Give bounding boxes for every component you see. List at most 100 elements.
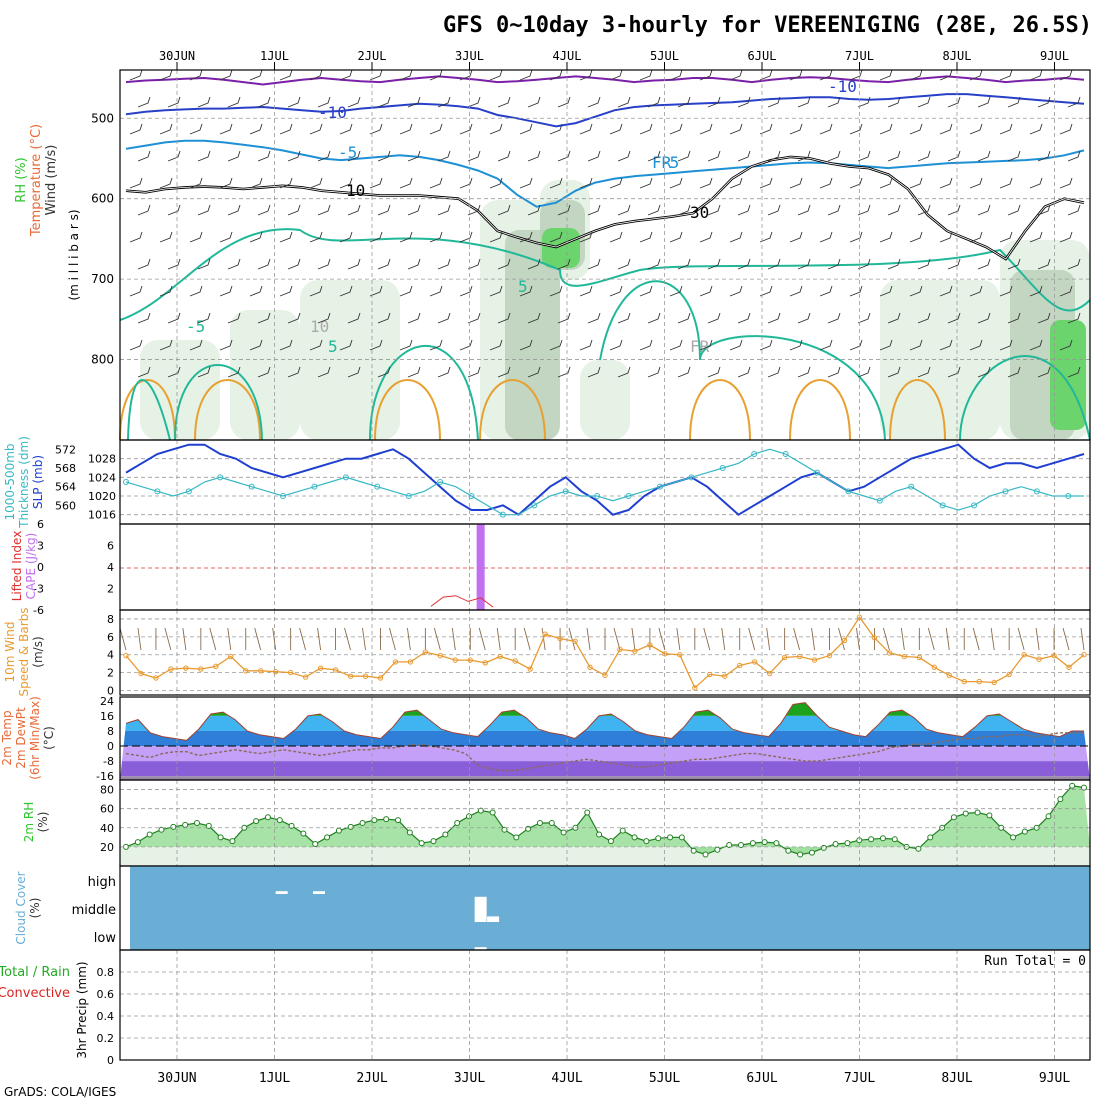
temperature-line bbox=[125, 702, 1084, 741]
wind-barb bbox=[1037, 150, 1051, 162]
rh-marker bbox=[347, 823, 354, 830]
wind-barb bbox=[459, 123, 473, 135]
series-marker bbox=[1065, 493, 1072, 499]
wind-barb bbox=[159, 231, 173, 243]
rh-marker bbox=[335, 827, 342, 834]
wind-barb bbox=[227, 366, 241, 378]
series-marker bbox=[499, 511, 506, 518]
wind-barb bbox=[767, 204, 781, 216]
wind-speed-marker bbox=[272, 669, 279, 675]
wind-barb bbox=[789, 339, 803, 351]
wind-barb bbox=[759, 177, 773, 189]
series-marker bbox=[154, 488, 161, 495]
wind-barb bbox=[819, 231, 833, 243]
wind-barb bbox=[1037, 312, 1051, 324]
isotherm-warm bbox=[479, 379, 546, 441]
wind-barb bbox=[219, 123, 233, 135]
y-tick-label: 24 bbox=[100, 695, 114, 708]
wind-barb bbox=[407, 312, 421, 324]
rh-marker bbox=[525, 825, 532, 832]
wind-barb bbox=[677, 96, 691, 108]
wind-barb bbox=[279, 285, 293, 297]
wind-speed-marker bbox=[138, 670, 144, 677]
wind-barb bbox=[999, 285, 1013, 297]
wind-barb bbox=[497, 204, 511, 216]
rh-marker bbox=[146, 831, 153, 838]
rh-marker bbox=[868, 836, 875, 843]
wind-barb bbox=[407, 366, 421, 378]
wind-barb bbox=[639, 339, 653, 351]
wind-barb bbox=[399, 123, 413, 135]
wind-barb bbox=[737, 258, 751, 270]
wind-speed-marker bbox=[512, 658, 518, 664]
wind-barb bbox=[669, 123, 683, 135]
wind-speed-marker bbox=[841, 637, 848, 644]
wind-barb bbox=[887, 96, 901, 108]
wind-barb bbox=[249, 123, 263, 135]
rh-marker bbox=[406, 829, 413, 836]
wind-speed-marker bbox=[722, 673, 728, 679]
rh-marker bbox=[359, 820, 366, 826]
wind-barb bbox=[1029, 69, 1043, 81]
x-tick-label-bottom: 4JUL bbox=[551, 1071, 582, 1086]
panel-ylabel: RH (%) bbox=[14, 157, 29, 202]
wind-barb bbox=[729, 339, 743, 351]
wind-barb bbox=[939, 177, 953, 189]
wind-barb bbox=[1059, 123, 1073, 135]
series-marker bbox=[971, 502, 978, 509]
wind-barb-10m bbox=[793, 627, 801, 651]
rh-marker bbox=[1010, 834, 1017, 841]
wind-speed-marker bbox=[1051, 652, 1057, 659]
wind-barb bbox=[467, 150, 481, 162]
wind-barb bbox=[339, 123, 353, 135]
wind-barb-10m bbox=[299, 627, 307, 651]
series-marker bbox=[1002, 488, 1009, 495]
series-marker bbox=[845, 488, 852, 495]
wind-speed-marker bbox=[168, 666, 174, 672]
wind-barb bbox=[1037, 96, 1051, 108]
wind-barb bbox=[519, 285, 533, 297]
wind-barb bbox=[129, 123, 143, 135]
y-tick-label: middle bbox=[72, 903, 116, 918]
wind-barb bbox=[369, 177, 383, 189]
wind-barb bbox=[467, 258, 481, 270]
wind-barb bbox=[317, 150, 331, 162]
wind-barb bbox=[309, 123, 323, 135]
wind-barb bbox=[227, 96, 241, 108]
wind-barb bbox=[677, 150, 691, 162]
wind-barb bbox=[827, 366, 841, 378]
rh-shading-dark bbox=[505, 230, 560, 440]
wind-barb-10m bbox=[658, 627, 666, 651]
wind-barb bbox=[767, 312, 781, 324]
wind-barb bbox=[527, 96, 541, 108]
y-tick-label: 0.8 bbox=[97, 966, 115, 979]
wind-speed-marker bbox=[781, 654, 788, 661]
wind-barb bbox=[317, 366, 331, 378]
wind-speed-marker bbox=[587, 664, 593, 670]
contour-label: FR bbox=[690, 337, 710, 356]
rh-shading bbox=[230, 310, 300, 440]
wind-barb bbox=[849, 69, 863, 81]
wind-barb bbox=[647, 150, 661, 162]
series-marker bbox=[342, 474, 349, 481]
wind-speed-marker bbox=[317, 665, 324, 671]
wind-barb bbox=[977, 204, 991, 216]
wind-barb bbox=[167, 366, 181, 378]
rh-marker bbox=[312, 841, 319, 848]
wind-speed-marker bbox=[946, 672, 952, 679]
rh-marker bbox=[844, 840, 851, 847]
y-tick-label: 800 bbox=[91, 353, 114, 367]
chart-title: GFS 0~10day 3-hourly for VEREENIGING (28… bbox=[443, 13, 1092, 38]
isotherm-warm bbox=[374, 379, 441, 441]
series-marker bbox=[594, 493, 601, 499]
wind-barb-10m bbox=[317, 627, 322, 651]
rh-marker bbox=[170, 823, 177, 830]
rh-line bbox=[125, 785, 1085, 856]
wind-barb bbox=[219, 177, 233, 189]
rh-marker bbox=[489, 809, 496, 816]
wind-barb bbox=[459, 69, 473, 81]
wind-barb bbox=[197, 204, 211, 216]
rh-marker bbox=[1021, 828, 1028, 835]
panels-group: 30JUN 30JUN 1JUL 1JUL 2JUL 2JUL 3JUL 3JUL 4JUL 4J… bbox=[0, 49, 1091, 1086]
y-tick-label: 0 bbox=[107, 1054, 114, 1067]
